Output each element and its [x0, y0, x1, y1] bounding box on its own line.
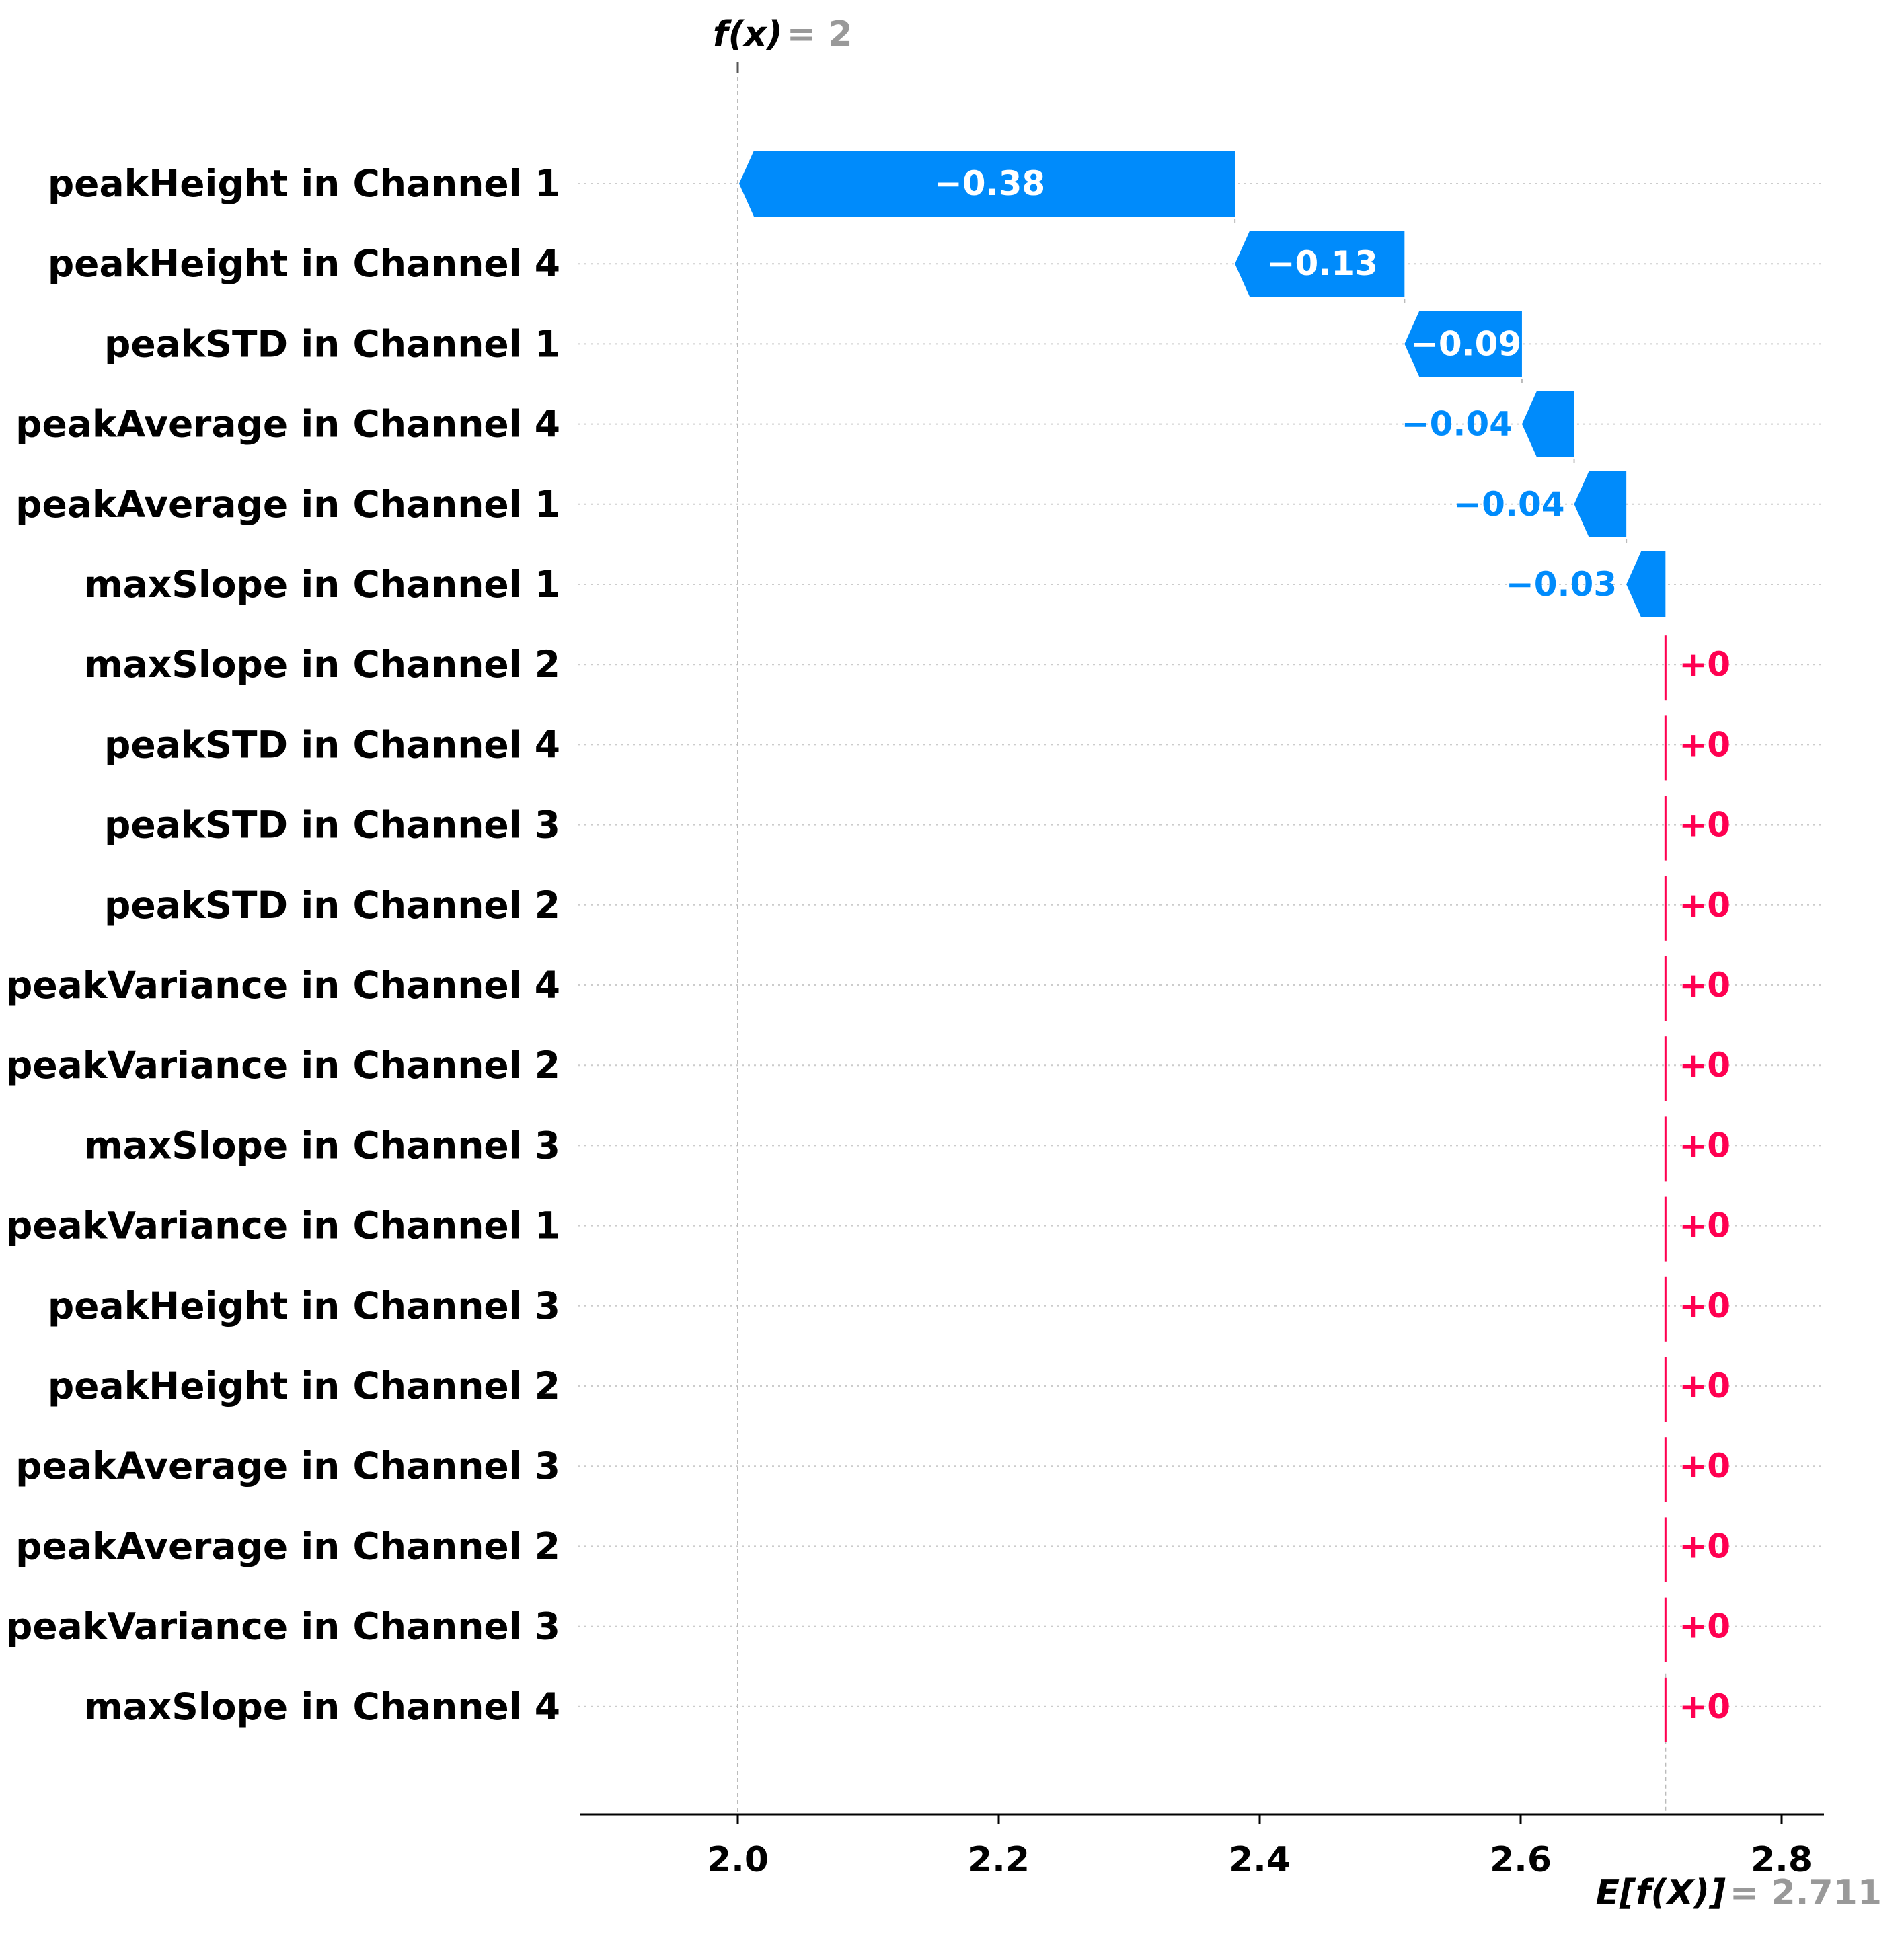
value-label: +0	[1679, 1607, 1730, 1646]
value-label: +0	[1679, 725, 1730, 764]
feature-label: peakHeight in Channel 4	[48, 242, 560, 285]
value-label: +0	[1679, 1687, 1730, 1726]
feature-label: peakHeight in Channel 1	[48, 162, 560, 205]
feature-label: peakVariance in Channel 1	[6, 1204, 560, 1247]
efx-annotation: E[f(X)] = 2.711	[1596, 1873, 1882, 1913]
value-label: +0	[1679, 806, 1730, 845]
x-tick-label: 2.2	[968, 1840, 1030, 1880]
row-gridlines	[578, 183, 1824, 1707]
positive-bar	[1664, 1276, 1667, 1342]
value-label: −0.03	[1506, 565, 1617, 604]
feature-labels: peakHeight in Channel 1 peakHeight in Cha…	[6, 162, 560, 1728]
positive-bar	[1664, 1036, 1667, 1101]
x-tick-label: 2.8	[1751, 1840, 1813, 1880]
feature-label: peakHeight in Channel 2	[48, 1364, 560, 1407]
negative-bar	[1521, 391, 1574, 457]
positive-bar	[1664, 715, 1667, 781]
feature-label: peakAverage in Channel 2	[15, 1524, 560, 1567]
value-label: −0.09	[1410, 324, 1521, 363]
negative-bar	[1235, 231, 1405, 297]
positive-bar	[1664, 1517, 1667, 1582]
positive-bar	[1664, 1437, 1667, 1502]
value-label: +0	[1679, 1526, 1730, 1565]
x-tick-label: 2.0	[707, 1840, 769, 1880]
feature-label: peakVariance in Channel 3	[6, 1605, 560, 1648]
positive-bar	[1664, 635, 1667, 701]
value-label: −0.04	[1453, 485, 1564, 524]
feature-label: maxSlope in Channel 3	[84, 1124, 560, 1167]
feature-label: peakSTD in Channel 1	[104, 322, 560, 365]
feature-label: maxSlope in Channel 4	[84, 1685, 560, 1728]
negative-bar	[1626, 551, 1666, 617]
value-label: +0	[1679, 1446, 1730, 1485]
positive-bar	[1664, 956, 1667, 1021]
connector-lines	[1234, 217, 1628, 543]
feature-label: peakAverage in Channel 1	[15, 483, 560, 526]
feature-label: peakSTD in Channel 4	[104, 723, 560, 766]
feature-label: maxSlope in Channel 2	[84, 643, 560, 686]
reference-lines	[736, 62, 1667, 1814]
fx-annotation: f(x) = 2	[713, 14, 853, 54]
value-label: +0	[1679, 1126, 1730, 1165]
value-label: −0.13	[1267, 244, 1378, 283]
value-label: −0.04	[1402, 405, 1513, 444]
feature-label: peakVariance in Channel 2	[6, 1044, 560, 1087]
value-label: +0	[1679, 966, 1730, 1005]
value-label: +0	[1679, 1286, 1730, 1325]
value-label: +0	[1679, 1206, 1730, 1245]
value-labels: −0.38 −0.13 −0.09 −0.04 −0.04 −0.03 +0 +0 +0 +0 +0…	[934, 164, 1730, 1726]
positive-bar	[1664, 796, 1667, 861]
positive-bar	[1664, 1677, 1667, 1742]
value-label: −0.38	[934, 164, 1045, 203]
feature-label: peakSTD in Channel 3	[104, 804, 560, 847]
positive-bar	[1664, 1196, 1667, 1262]
value-label: +0	[1679, 1046, 1730, 1085]
value-label: +0	[1679, 886, 1730, 925]
contribution-bars	[738, 151, 1667, 1742]
feature-label: peakAverage in Channel 3	[15, 1444, 560, 1487]
feature-label: peakSTD in Channel 2	[104, 884, 560, 927]
feature-label: peakHeight in Channel 3	[48, 1284, 560, 1327]
positive-bar	[1664, 876, 1667, 941]
x-tick-label: 2.4	[1229, 1840, 1291, 1880]
negative-bar	[1574, 471, 1627, 537]
feature-label: peakAverage in Channel 4	[15, 403, 560, 446]
negative-bar	[1404, 311, 1522, 377]
positive-bar	[1664, 1357, 1667, 1422]
x-tick-label: 2.6	[1490, 1840, 1552, 1880]
feature-label: peakVariance in Channel 4	[6, 964, 560, 1007]
positive-bar	[1664, 1116, 1667, 1182]
feature-label: maxSlope in Channel 1	[84, 563, 560, 606]
positive-bar	[1664, 1597, 1667, 1662]
negative-bar	[738, 151, 1235, 217]
value-label: +0	[1679, 645, 1730, 684]
x-axis: 2.0 2.2 2.4 2.6 2.8	[580, 1813, 1824, 1880]
value-label: +0	[1679, 1366, 1730, 1405]
